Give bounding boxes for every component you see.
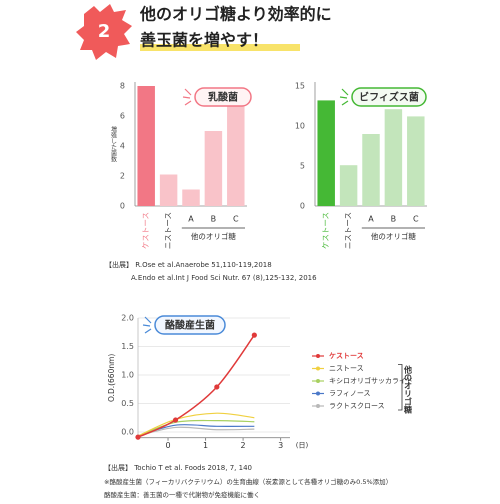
sparkle [341, 100, 349, 106]
group-label: 他のオリゴ糖 [371, 231, 416, 241]
footnote: ※酪酸産生菌（フィーカリバクテリウム）の生育曲線（炭素源として各種オリゴ糖のみ0… [104, 477, 392, 486]
series-marker [135, 434, 141, 440]
legend-label: ニストース [329, 365, 364, 373]
legend-marker [316, 354, 320, 358]
y-tick-label: 5 [300, 162, 305, 171]
citation: 【出展】 R.Ose et al.Anaerobe 51,110-119,201… [105, 260, 272, 269]
chart-title: ビフィズス菌 [359, 91, 419, 104]
chart-title: 酪酸産生菌 [165, 319, 215, 332]
bar [227, 101, 245, 206]
series-line [137, 412, 255, 437]
series-line [137, 426, 255, 437]
legend-label: ラフィノース [329, 390, 371, 398]
y-tick-label: 8 [120, 82, 125, 91]
x-tick-label: B [211, 215, 217, 224]
sparkle [144, 316, 152, 324]
x-tick-label: C [413, 215, 419, 224]
sparkle [184, 88, 192, 96]
bar [159, 174, 178, 206]
sparkle [184, 100, 192, 106]
x-tick-label: ニストース [164, 212, 173, 249]
chart-badge [351, 87, 427, 107]
y-tick-label: 4 [120, 142, 125, 151]
sparkle [341, 88, 349, 96]
bar [384, 109, 403, 206]
x-tick-label: ケストース [141, 212, 150, 249]
x-tick-label: 0 [165, 441, 170, 450]
x-tick-label: ケストース [321, 212, 330, 249]
sparkle [339, 96, 348, 99]
bar [339, 165, 358, 206]
citation: A.Endo et al.Int J Food Sci Nutr. 67 (8)… [131, 274, 317, 282]
y-tick-label: 2 [120, 172, 125, 181]
y-tick-label: 0.5 [121, 399, 134, 408]
bar [407, 116, 425, 206]
y-axis-label: 増殖した菌数 [110, 125, 117, 163]
x-tick-label: A [368, 215, 374, 224]
x-tick-label: C [233, 215, 239, 224]
title-highlight [140, 44, 300, 51]
series-line [137, 334, 255, 438]
legend-marker [316, 379, 320, 383]
y-tick-label: 0 [120, 202, 125, 211]
y-axis-label: O.D.(660nm) [107, 354, 116, 402]
sparkle [144, 328, 152, 334]
bar [317, 100, 335, 206]
bar [204, 131, 223, 206]
x-tick-label: 2 [241, 441, 246, 450]
bar [137, 86, 155, 206]
legend-marker [316, 391, 320, 396]
footnote: 酪酸産生菌：善玉菌の一種で代謝物が免疫機能に働く [104, 490, 260, 499]
x-tick-label: ニストース [344, 212, 353, 249]
group-label: 他のオリゴ糖 [404, 364, 413, 414]
series-marker [251, 332, 257, 338]
legend-label: キシロオリゴサッカライド [329, 376, 413, 385]
title-line: 善玉菌を増やす！ [140, 31, 268, 50]
x-tick-label: A [188, 215, 194, 224]
bar [182, 189, 200, 206]
y-tick-label: 0 [300, 202, 305, 211]
group-label: 他のオリゴ糖 [191, 231, 236, 241]
y-tick-label: 2.0 [121, 314, 134, 323]
legend-label: ケストース [329, 352, 364, 360]
sparkle [182, 96, 191, 99]
x-tick-label: B [391, 215, 397, 224]
number-badge [76, 4, 132, 60]
section-number: 2 [98, 21, 111, 42]
y-tick-label: 15 [295, 82, 305, 91]
legend-marker [316, 366, 320, 371]
legend-label: ラクトスクロース [329, 402, 385, 410]
series-marker [172, 417, 179, 423]
series-marker [214, 384, 220, 390]
chart-badge [154, 315, 226, 335]
x-axis-label: (日) [296, 442, 309, 450]
title-line: 他のオリゴ糖より効率的に [139, 5, 332, 24]
series-line [137, 419, 255, 437]
y-tick-label: 1.5 [121, 342, 134, 351]
x-tick-label: 1 [203, 441, 208, 450]
y-tick-label: 10 [295, 122, 305, 131]
y-tick-label: 1.0 [121, 371, 134, 380]
chart-title: 乳酸菌 [208, 91, 238, 104]
y-tick-label: 0.0 [121, 428, 134, 437]
group-bracket [398, 364, 403, 411]
sparkle [142, 324, 151, 327]
legend-marker [316, 404, 320, 408]
bar [362, 134, 380, 206]
x-tick-label: 3 [278, 441, 283, 450]
citation: 【出展】 Tochio T et al. Foods 2018, 7, 140 [104, 463, 252, 472]
y-tick-label: 6 [120, 112, 125, 121]
chart-badge [194, 87, 252, 107]
